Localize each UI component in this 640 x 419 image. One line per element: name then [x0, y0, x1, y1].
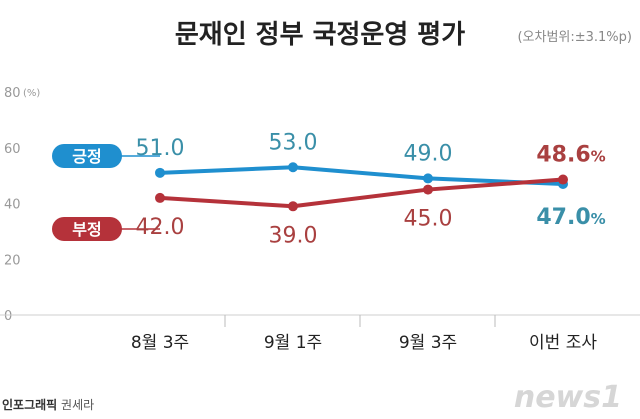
source-author: 권세라 — [61, 398, 95, 412]
series-badge-label: 긍정 — [72, 147, 101, 166]
data-label: 49.0 — [404, 141, 453, 166]
data-point — [558, 174, 568, 185]
series-badge-label: 부정 — [72, 220, 101, 239]
x-tick-label: 9월 1주 — [264, 333, 322, 353]
data-point — [288, 201, 298, 212]
y-tick-label: 0 — [4, 309, 12, 324]
data-label: 45.0 — [404, 207, 453, 232]
y-tick-label: 20 — [4, 253, 21, 268]
y-tick-label: 40 — [4, 198, 21, 213]
data-point — [423, 184, 433, 195]
y-tick-label: 80 — [4, 86, 21, 101]
series-badge — [52, 144, 122, 168]
data-label: 53.0 — [269, 130, 318, 155]
series-badge — [52, 217, 122, 241]
data-label: 39.0 — [269, 223, 318, 248]
data-label: 51.0 — [136, 136, 185, 161]
x-tick-label: 9월 3주 — [399, 333, 457, 353]
percent-sign: % — [591, 148, 606, 166]
series-line — [158, 177, 565, 209]
percent-sign: % — [591, 210, 606, 228]
y-unit-label: (%) — [23, 88, 40, 99]
data-label: 47.0% — [536, 205, 605, 230]
chart-title: 문재인 정부 국정운영 평가 — [174, 20, 466, 50]
y-tick-label: 60 — [4, 142, 21, 157]
data-label: 48.6% — [536, 143, 605, 168]
data-label: 42.0 — [136, 215, 185, 240]
x-tick-label: 이번 조사 — [529, 333, 597, 353]
source-credit: 인포그래픽 권세라 — [2, 396, 94, 413]
data-point — [423, 173, 433, 184]
series-line — [158, 165, 565, 186]
news1-logo: news1 — [513, 380, 622, 415]
x-tick-label: 8월 3주 — [131, 333, 189, 353]
source-label: 인포그래픽 — [2, 398, 58, 412]
data-point — [155, 167, 165, 178]
margin-of-error-note: (오차범위:±3.1%p) — [517, 30, 632, 45]
data-point — [155, 192, 165, 203]
data-point — [288, 162, 298, 173]
